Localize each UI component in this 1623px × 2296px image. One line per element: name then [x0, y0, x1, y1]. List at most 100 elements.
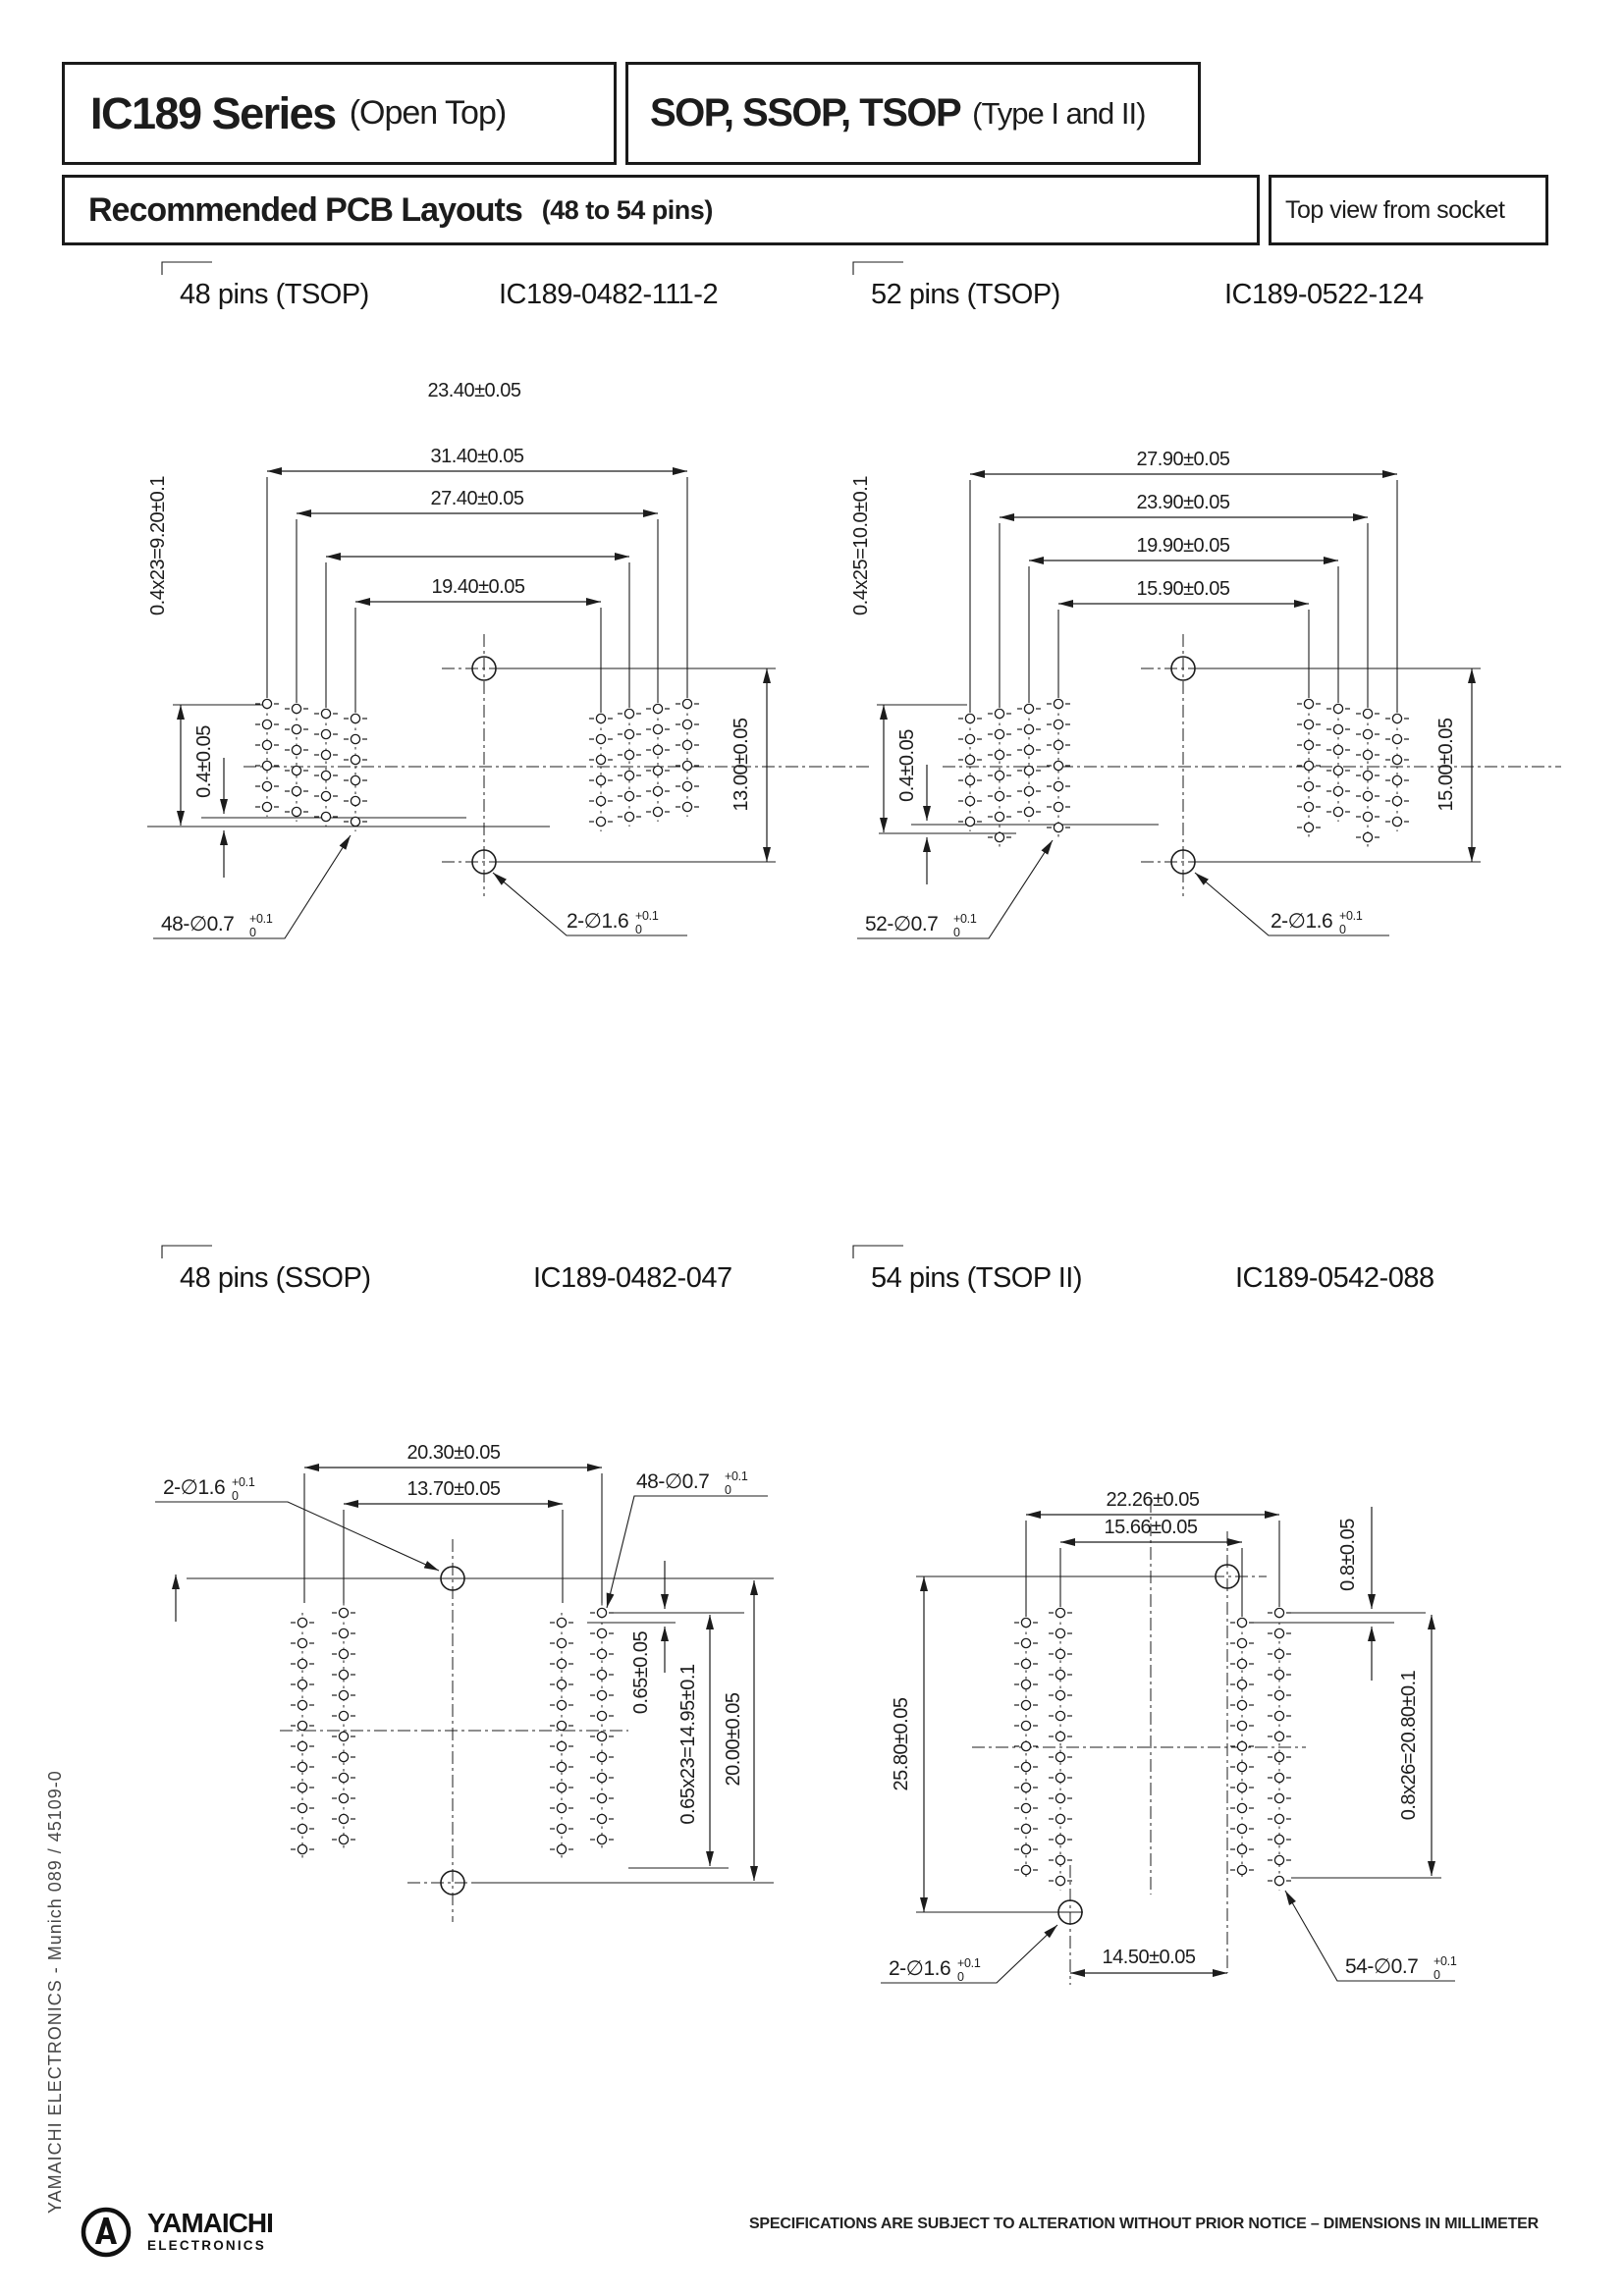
pin-hole — [994, 790, 1005, 802]
package-note: (Type I and II) — [972, 95, 1146, 131]
pin-hole — [1273, 1792, 1285, 1804]
d4-index-hole-label: 2-∅1.6 +0.1 0 — [881, 1924, 1058, 1984]
d3-title: 48 pins (SSOP) — [180, 1262, 371, 1294]
d4-index-hole-top — [1215, 1564, 1240, 1589]
pin-hole — [964, 733, 976, 745]
pin-hole — [1332, 723, 1344, 735]
pin-hole — [964, 795, 976, 807]
pin-hole — [320, 790, 332, 802]
pin-hole — [652, 703, 664, 715]
sidebar-imprint: YAMAICHI ELECTRONICS - Munich 089 / 4510… — [45, 1770, 65, 2214]
d2-part-number: IC189-0522-124 — [1224, 279, 1424, 310]
pin-hole — [1303, 760, 1315, 772]
d2-dim-inner-width: 15.90±0.05 — [1137, 578, 1230, 600]
pin-hole — [1391, 754, 1403, 766]
pin-hole — [1055, 1628, 1066, 1639]
pin-hole — [1236, 1699, 1248, 1711]
pin-hole — [291, 765, 302, 776]
pin-hole — [338, 1628, 350, 1639]
pin-hole — [1023, 723, 1035, 735]
d2-index-hole-tol-upper: +0.1 — [1339, 909, 1363, 923]
d1-index-hole-tol-lower: 0 — [635, 923, 642, 936]
pin-hole — [297, 1802, 308, 1814]
pin-hole — [1020, 1864, 1032, 1876]
d1-dim-hole-distance: 13.00±0.05 — [730, 718, 752, 811]
d3-dim-row-offset: 0.65±0.05 — [630, 1630, 652, 1714]
pin-hole — [1236, 1761, 1248, 1773]
pin-hole — [681, 780, 693, 792]
package-title-box: SOP, SSOP, TSOP (Type I and II) — [625, 62, 1201, 165]
pin-hole — [1332, 703, 1344, 715]
d3-pin-hole-label: 48-∅0.7 +0.1 0 — [606, 1469, 768, 1609]
pin-hole — [595, 816, 607, 828]
pin-hole — [595, 754, 607, 766]
pin-hole — [556, 1761, 568, 1773]
pin-hole — [1055, 1792, 1066, 1804]
pin-hole — [1055, 1710, 1066, 1722]
view-note: Top view from socket — [1285, 195, 1505, 224]
d1-index-hole-tol-upper: +0.1 — [635, 909, 659, 923]
pin-hole — [652, 723, 664, 735]
pin-hole — [1020, 1679, 1032, 1690]
pin-hole — [1332, 806, 1344, 818]
d4-title: 54 pins (TSOP II) — [871, 1262, 1083, 1294]
pin-hole — [1362, 728, 1374, 740]
pin-hole — [1362, 770, 1374, 781]
pin-hole — [595, 774, 607, 786]
pin-hole — [338, 1731, 350, 1742]
pin-hole — [297, 1761, 308, 1773]
d3-index-hole-tol-upper: +0.1 — [232, 1475, 255, 1489]
pin-hole — [1303, 780, 1315, 792]
pin-hole — [1055, 1854, 1066, 1866]
pin-hole — [1303, 719, 1315, 730]
pin-hole — [338, 1813, 350, 1825]
d3-index-hole-label: 2-∅1.6 +0.1 0 — [155, 1475, 440, 1572]
pin-hole — [1391, 774, 1403, 786]
pin-hole — [350, 754, 361, 766]
pin-hole — [1055, 1834, 1066, 1845]
pin-hole — [1391, 795, 1403, 807]
pin-hole — [652, 765, 664, 776]
d1-pin-hole-label: 48-∅0.7 +0.1 0 — [153, 834, 352, 939]
pin-hole — [964, 754, 976, 766]
d1-right-pin-field — [589, 694, 699, 831]
pin-hole — [556, 1637, 568, 1649]
pin-hole — [261, 719, 273, 730]
pin-hole — [556, 1843, 568, 1855]
yamaichi-logo-icon — [81, 2207, 132, 2258]
series-note: (Open Top) — [349, 94, 507, 132]
pin-hole — [338, 1607, 350, 1619]
pin-hole — [1273, 1628, 1285, 1639]
d1-left-pin-field — [255, 694, 367, 831]
pin-hole — [291, 703, 302, 715]
pin-hole — [1023, 744, 1035, 756]
pin-hole — [652, 806, 664, 818]
pin-hole — [1303, 739, 1315, 751]
pin-hole — [1020, 1617, 1032, 1629]
pin-hole — [596, 1834, 608, 1845]
d4-dim-hole-distance: 25.80±0.05 — [891, 1697, 912, 1790]
pin-hole — [1020, 1699, 1032, 1711]
pin-hole — [1362, 790, 1374, 802]
d3-index-hole-bottom — [440, 1870, 465, 1896]
pin-hole — [1055, 1751, 1066, 1763]
brand-text: YAMAICHI ELECTRONICS — [147, 2210, 274, 2253]
pin-hole — [1273, 1854, 1285, 1866]
pin-hole — [350, 713, 361, 724]
pin-hole — [623, 770, 635, 781]
pin-hole — [338, 1689, 350, 1701]
pin-hole — [297, 1658, 308, 1670]
pin-hole — [1055, 1731, 1066, 1742]
d2-left-pin-field — [958, 694, 1070, 847]
pin-hole — [681, 801, 693, 813]
pin-hole — [297, 1617, 308, 1629]
pin-hole — [350, 733, 361, 745]
pin-hole — [1055, 1607, 1066, 1619]
pin-hole — [1362, 749, 1374, 761]
d4-index-hole-tol-upper: +0.1 — [957, 1956, 981, 1970]
pin-hole — [261, 780, 273, 792]
pin-hole — [297, 1637, 308, 1649]
pin-hole — [556, 1617, 568, 1629]
pin-hole — [595, 733, 607, 745]
view-note-box: Top view from socket — [1269, 175, 1548, 245]
